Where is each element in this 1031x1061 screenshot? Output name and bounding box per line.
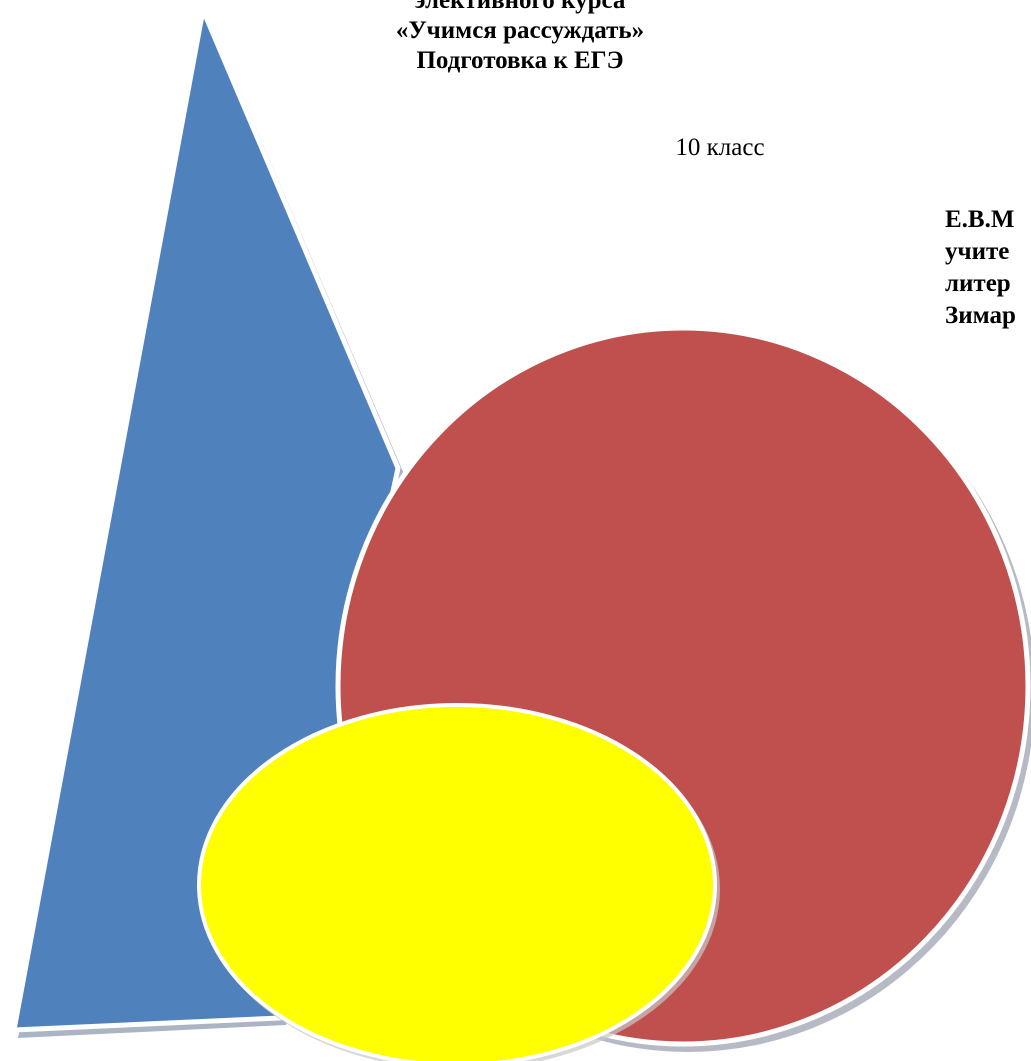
author-location: Зимар: [945, 302, 1016, 329]
author-role: учите: [945, 238, 1010, 265]
author-name: Е.В.М: [945, 206, 1015, 233]
document-title: элективного курса «Учимся рассуждать» По…: [370, 0, 670, 76]
yellow-ellipse: [197, 703, 717, 1061]
author-subject: литер: [945, 270, 1011, 297]
author-block: Е.В.М учите литер Зимар: [945, 204, 1016, 332]
title-line-course: элективного курса: [414, 0, 626, 14]
title-line-course-name: «Учимся рассуждать»: [395, 17, 645, 44]
grade-label: 10 класс: [675, 134, 765, 161]
title-line-exam-prep: Подготовка к ЕГЭ: [416, 47, 624, 74]
